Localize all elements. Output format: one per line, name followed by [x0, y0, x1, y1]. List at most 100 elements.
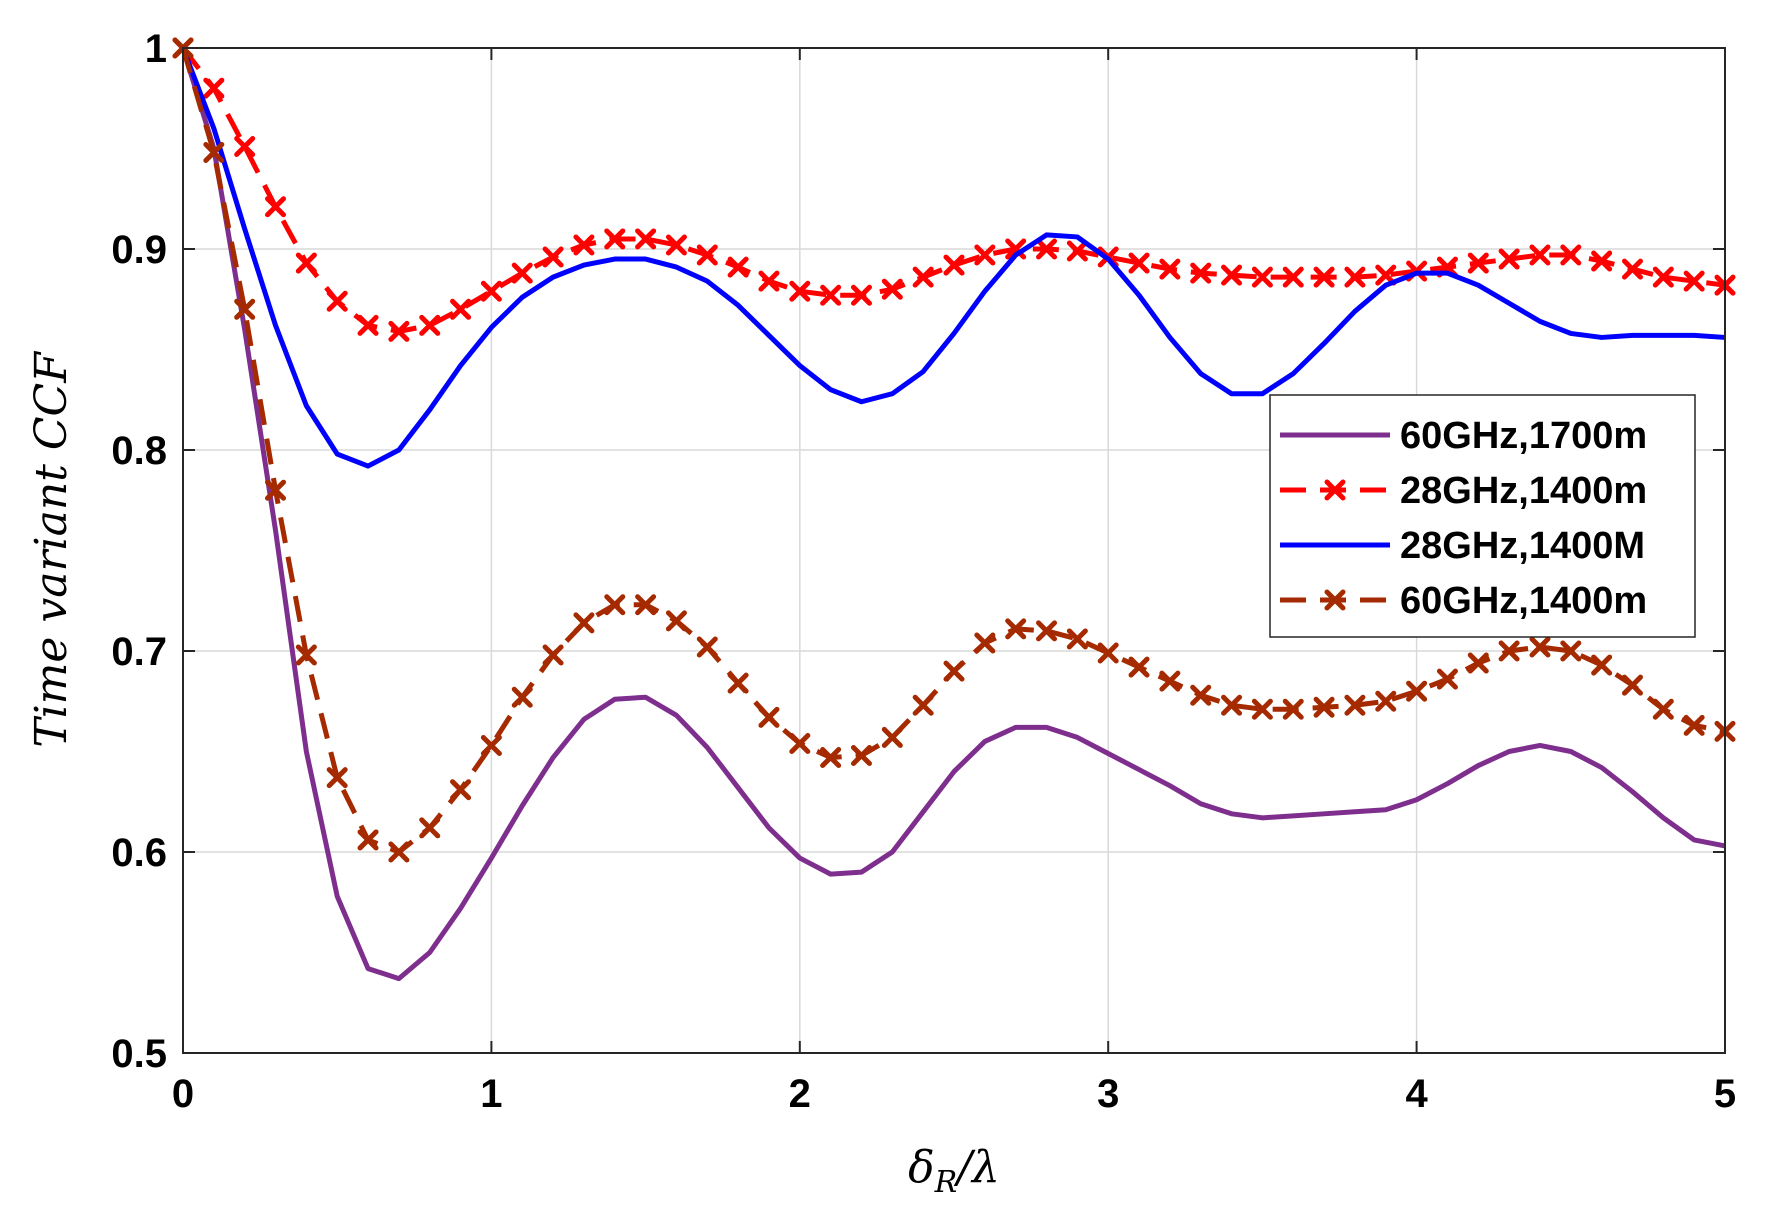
data-point-marker	[1005, 618, 1027, 640]
data-point-marker	[1190, 262, 1212, 284]
data-point-marker	[388, 841, 410, 863]
data-point-marker	[1128, 252, 1150, 274]
data-point-marker	[1036, 620, 1058, 642]
data-point-marker	[1591, 250, 1613, 272]
y-tick-label: 0.7	[111, 630, 167, 674]
data-point-marker	[820, 747, 842, 769]
data-point-marker	[234, 298, 256, 320]
data-point-marker	[974, 244, 996, 266]
data-point-marker	[1097, 642, 1119, 664]
data-point-marker	[203, 77, 225, 99]
data-point-marker	[388, 320, 410, 342]
tick-labels: 0 1 2 3 4 5 0.5 0.6 0.7 0.8 0.9 1	[111, 27, 1736, 1116]
data-point-marker	[789, 280, 811, 302]
x-tick-label: 4	[1405, 1072, 1428, 1116]
legend-label: 60GHz,1700m	[1400, 415, 1647, 457]
legend: 60GHz,1700m 28GHz,1400m 28GHz,1400M 60GHz,1…	[1269, 394, 1696, 638]
y-tick-label: 1	[145, 27, 167, 71]
x-tick-label: 5	[1714, 1072, 1736, 1116]
data-point-marker	[1560, 640, 1582, 662]
series-group	[172, 37, 1736, 982]
data-point-marker	[1683, 714, 1705, 736]
data-point-marker	[1498, 248, 1520, 270]
data-point-marker	[1221, 264, 1243, 286]
data-point-marker	[480, 280, 502, 302]
data-point-marker	[511, 686, 533, 708]
data-point-marker	[1467, 252, 1489, 274]
data-point-marker	[727, 256, 749, 278]
data-point-marker	[665, 610, 687, 632]
data-point-marker	[635, 594, 657, 616]
data-point-marker	[573, 234, 595, 256]
data-point-marker	[1498, 640, 1520, 662]
data-point-marker	[450, 779, 472, 801]
data-point-marker	[1282, 266, 1304, 288]
data-point-marker	[912, 694, 934, 716]
data-point-marker	[1621, 258, 1643, 280]
data-point-marker	[573, 612, 595, 634]
data-point-marker	[511, 262, 533, 284]
series-line-28ghz-1400m	[180, 47, 1726, 469]
data-point-marker	[1159, 670, 1181, 692]
y-tick-label: 0.5	[111, 1032, 167, 1076]
data-point-marker	[1344, 266, 1366, 288]
data-point-marker	[295, 252, 317, 274]
series-line-28ghz-1400m	[181, 46, 1726, 334]
data-point-marker	[265, 479, 287, 501]
x-axis-label: δR/λ	[908, 1142, 1000, 1200]
data-point-marker	[1406, 680, 1428, 702]
data-point-marker	[542, 246, 564, 268]
data-point-marker	[604, 228, 626, 250]
data-point-marker	[1190, 684, 1212, 706]
data-point-marker	[696, 244, 718, 266]
data-point-marker	[881, 278, 903, 300]
data-point-marker	[850, 745, 872, 767]
data-point-marker	[326, 767, 348, 789]
data-point-marker	[912, 266, 934, 288]
data-point-marker	[635, 228, 657, 250]
data-point-marker	[1652, 698, 1674, 720]
data-point-marker	[1560, 244, 1582, 266]
data-point-marker	[758, 270, 780, 292]
data-point-marker	[450, 298, 472, 320]
y-tick-label: 0.6	[111, 831, 167, 875]
x-tick-label: 2	[789, 1072, 811, 1116]
legend-label: 28GHz,1400M	[1400, 525, 1645, 567]
data-point-marker	[665, 234, 687, 256]
data-point-marker	[234, 135, 256, 157]
x-tick-label: 0	[172, 1072, 194, 1116]
data-point-marker	[820, 284, 842, 306]
data-point-marker	[696, 636, 718, 658]
data-point-marker	[1467, 652, 1489, 674]
data-point-marker	[1313, 266, 1335, 288]
data-point-marker	[1529, 636, 1551, 658]
data-point-marker	[1344, 694, 1366, 716]
legend-label: 60GHz,1400m	[1400, 580, 1647, 622]
data-point-marker	[974, 632, 996, 654]
data-point-marker	[1652, 266, 1674, 288]
data-point-marker	[265, 196, 287, 218]
data-point-marker	[1436, 668, 1458, 690]
data-point-marker	[1529, 244, 1551, 266]
data-point-marker	[1621, 674, 1643, 696]
y-axis-label: Time variant CCF	[26, 351, 77, 748]
data-point-marker	[1683, 270, 1705, 292]
legend-marker	[1324, 589, 1346, 611]
data-point-marker	[943, 254, 965, 276]
data-point-marker	[357, 314, 379, 336]
data-point-marker	[203, 142, 225, 164]
legend-marker	[1324, 479, 1346, 501]
data-point-marker	[542, 644, 564, 666]
data-point-marker	[1251, 266, 1273, 288]
data-point-marker	[850, 284, 872, 306]
data-point-marker	[1066, 240, 1088, 262]
data-point-marker	[480, 734, 502, 756]
data-point-marker	[326, 290, 348, 312]
data-point-marker	[1251, 698, 1273, 720]
data-point-marker	[604, 594, 626, 616]
series-line-60ghz-1700m	[180, 47, 1726, 982]
y-tick-label: 0.9	[111, 228, 167, 272]
data-point-marker	[1313, 696, 1335, 718]
data-point-marker	[1159, 258, 1181, 280]
